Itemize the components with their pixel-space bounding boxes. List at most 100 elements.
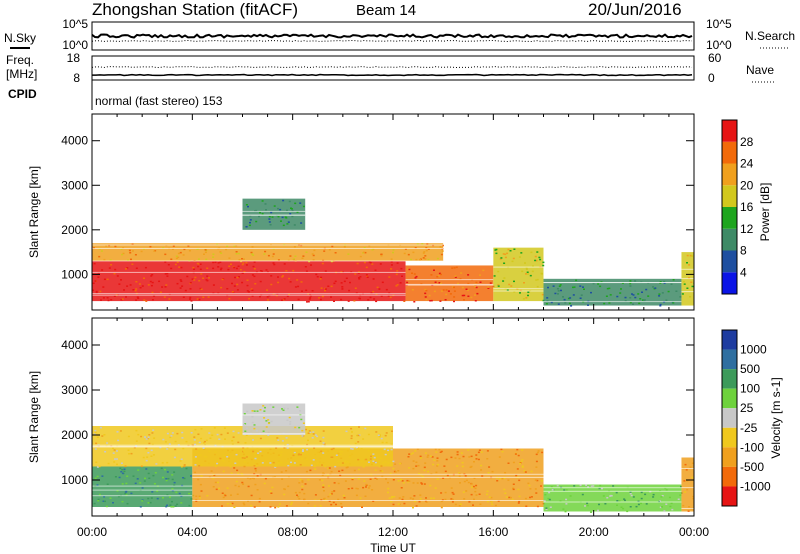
speckle: [376, 456, 379, 459]
speckle: [177, 252, 180, 255]
speckle: [313, 447, 316, 449]
speckle: [378, 460, 381, 463]
speckle: [272, 406, 275, 408]
speckle: [506, 252, 509, 255]
speckle: [603, 302, 606, 305]
speckle: [424, 296, 427, 298]
speckle: [294, 426, 297, 429]
speckle: [318, 479, 321, 481]
speckle: [101, 269, 104, 271]
speckle: [105, 245, 108, 247]
speckle: [545, 508, 548, 511]
speckle: [511, 498, 514, 501]
speckle: [118, 283, 121, 285]
speckle: [291, 215, 294, 218]
speckle: [572, 294, 575, 296]
speckle: [381, 470, 384, 472]
freq-tick-bottom: 8: [73, 71, 80, 85]
speckle: [560, 289, 562, 292]
speckle: [397, 470, 400, 472]
speckle: [365, 486, 367, 488]
speckle: [107, 462, 110, 465]
speckle: [579, 285, 582, 287]
x-tick-label-5: 20:00: [579, 525, 609, 539]
speckle: [494, 504, 497, 507]
speckle: [165, 478, 168, 480]
speckle: [243, 457, 246, 459]
speckle: [350, 437, 353, 440]
speckle: [194, 443, 197, 446]
speckle: [624, 300, 627, 302]
speckle: [254, 457, 257, 460]
speckle: [198, 495, 201, 497]
speckle: [400, 267, 403, 270]
speckle: [544, 494, 547, 496]
nsky-tick-bottom: 10^0: [62, 38, 88, 52]
region-5: [543, 278, 682, 306]
power-colorbar-bin-6: [722, 141, 737, 164]
speckle: [502, 253, 505, 255]
speckle: [511, 260, 514, 263]
nsearch-series: [91, 39, 693, 43]
speckle: [220, 252, 223, 254]
speckle: [330, 448, 333, 450]
speckle: [137, 297, 140, 299]
speckle: [479, 281, 482, 283]
speckle: [384, 460, 387, 463]
speckle: [504, 492, 507, 494]
speckle: [173, 481, 176, 484]
speckle: [100, 299, 102, 301]
speckle: [667, 290, 670, 293]
speckle: [322, 452, 325, 454]
speckle: [231, 440, 234, 442]
speckle: [442, 289, 445, 291]
speckle: [307, 439, 309, 442]
speckle: [474, 285, 477, 288]
power-colorbar-bin-3: [722, 207, 737, 229]
speckle: [369, 458, 372, 460]
speckle: [669, 505, 672, 508]
speckle: [202, 447, 205, 449]
speckle: [286, 419, 289, 421]
speckle: [137, 433, 140, 436]
speckle: [339, 474, 342, 477]
speckle: [230, 494, 232, 496]
speckle: [258, 215, 260, 218]
speckle: [486, 490, 489, 493]
speckle: [464, 475, 467, 477]
speckle: [691, 285, 694, 288]
speckle: [640, 502, 642, 505]
speckle: [663, 280, 666, 283]
speckle: [641, 291, 643, 293]
speckle: [170, 267, 173, 270]
speckle: [203, 253, 205, 255]
speckle: [96, 484, 99, 486]
speckle: [545, 303, 548, 305]
speckle: [629, 506, 632, 508]
speckle: [203, 442, 205, 444]
velocity-colorbar-tick-5: -100: [740, 440, 764, 454]
y-tick-label-0: 1000: [61, 473, 88, 487]
speckle: [643, 299, 646, 301]
speckle: [205, 258, 208, 261]
speckle: [280, 471, 283, 473]
speckle: [244, 442, 247, 444]
speckle: [253, 465, 256, 467]
speckle: [528, 484, 531, 487]
speckle: [235, 480, 238, 483]
speckle: [497, 285, 500, 287]
speckle: [153, 250, 156, 252]
speckle: [499, 258, 502, 260]
speckle: [573, 485, 576, 487]
speckle: [462, 455, 465, 458]
speckle: [516, 468, 519, 470]
speckle: [436, 465, 439, 467]
speckle: [185, 467, 188, 470]
speckle: [231, 282, 233, 285]
speckle: [505, 496, 508, 498]
speckle: [333, 282, 336, 285]
speckle: [225, 248, 228, 251]
speckle: [226, 245, 229, 247]
speckle: [311, 290, 314, 292]
speckle: [282, 275, 284, 277]
